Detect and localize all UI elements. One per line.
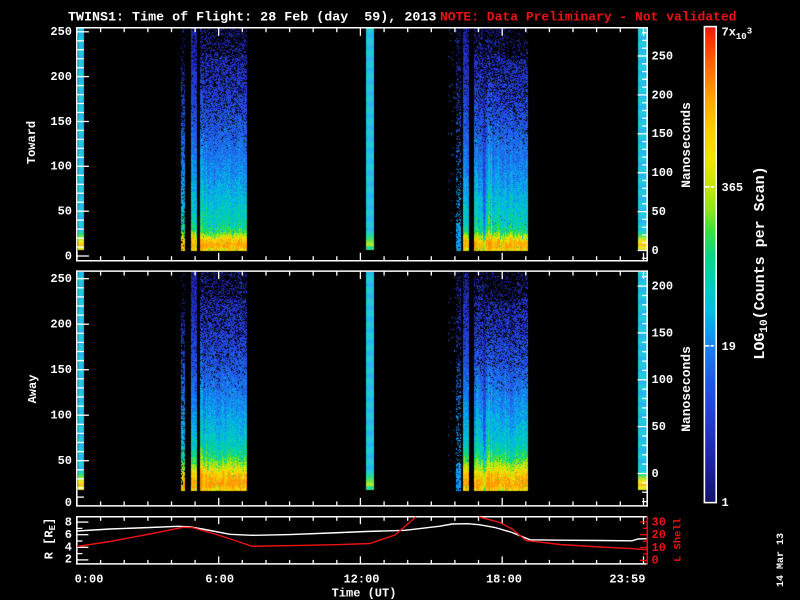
svg-text:150: 150 [50,115,72,129]
svg-text:Time (UT): Time (UT) [332,587,397,600]
svg-text:50: 50 [58,205,72,219]
svg-text:150: 150 [652,127,674,141]
svg-text:150: 150 [652,326,674,340]
svg-text:200: 200 [50,70,72,84]
svg-text:4: 4 [65,541,72,555]
svg-text:0: 0 [652,244,659,258]
svg-text:R [RE]: R [RE] [42,518,58,559]
svg-text:Nanoseconds: Nanoseconds [679,346,694,432]
svg-text:Toward: Toward [25,121,39,164]
svg-text:250: 250 [50,25,72,39]
svg-text:50: 50 [652,420,666,434]
svg-text:100: 100 [50,409,72,423]
svg-text:0: 0 [65,249,72,263]
svg-text:12:00: 12:00 [343,572,379,586]
svg-text:1: 1 [722,496,729,510]
svg-text:50: 50 [58,454,72,468]
svg-text:6: 6 [65,528,72,542]
svg-text:100: 100 [50,160,72,174]
svg-text:150: 150 [50,363,72,377]
svg-text:10: 10 [652,541,666,555]
svg-text:23:59: 23:59 [609,572,645,586]
svg-text:2: 2 [65,552,72,566]
svg-text:200: 200 [652,88,674,102]
svg-text:100: 100 [652,166,674,180]
svg-text:250: 250 [50,272,72,286]
svg-text:Away: Away [26,375,40,404]
svg-text:0:00: 0:00 [75,572,104,586]
svg-text:200: 200 [50,318,72,332]
svg-text:0: 0 [65,496,72,510]
svg-text:8: 8 [65,516,72,530]
svg-text:20: 20 [652,528,666,542]
svg-text:19: 19 [722,340,736,354]
svg-text:200: 200 [652,280,674,294]
svg-text:TWINS1: Time of Flight: 28 Feb: TWINS1: Time of Flight: 28 Feb (day 59),… [68,10,436,25]
svg-text:18:00: 18:00 [486,572,522,586]
svg-text:250: 250 [652,49,674,63]
svg-text:50: 50 [652,205,666,219]
svg-text:0: 0 [652,467,659,481]
svg-text:Nanoseconds: Nanoseconds [679,102,694,188]
svg-text:365: 365 [722,181,744,195]
svg-text:LOG10(Counts per Scan): LOG10(Counts per Scan) [752,166,771,359]
svg-text:NOTE: Data Preliminary - Not v: NOTE: Data Preliminary - Not validated [440,9,736,24]
svg-text:14 Mar 13: 14 Mar 13 [776,533,787,587]
svg-text:0: 0 [652,553,659,567]
svg-text:L Shell: L Shell [672,518,684,562]
svg-text:7x103: 7x103 [722,26,753,43]
svg-text:6:00: 6:00 [205,572,234,586]
svg-text:30: 30 [652,515,666,529]
svg-text:100: 100 [652,373,674,387]
